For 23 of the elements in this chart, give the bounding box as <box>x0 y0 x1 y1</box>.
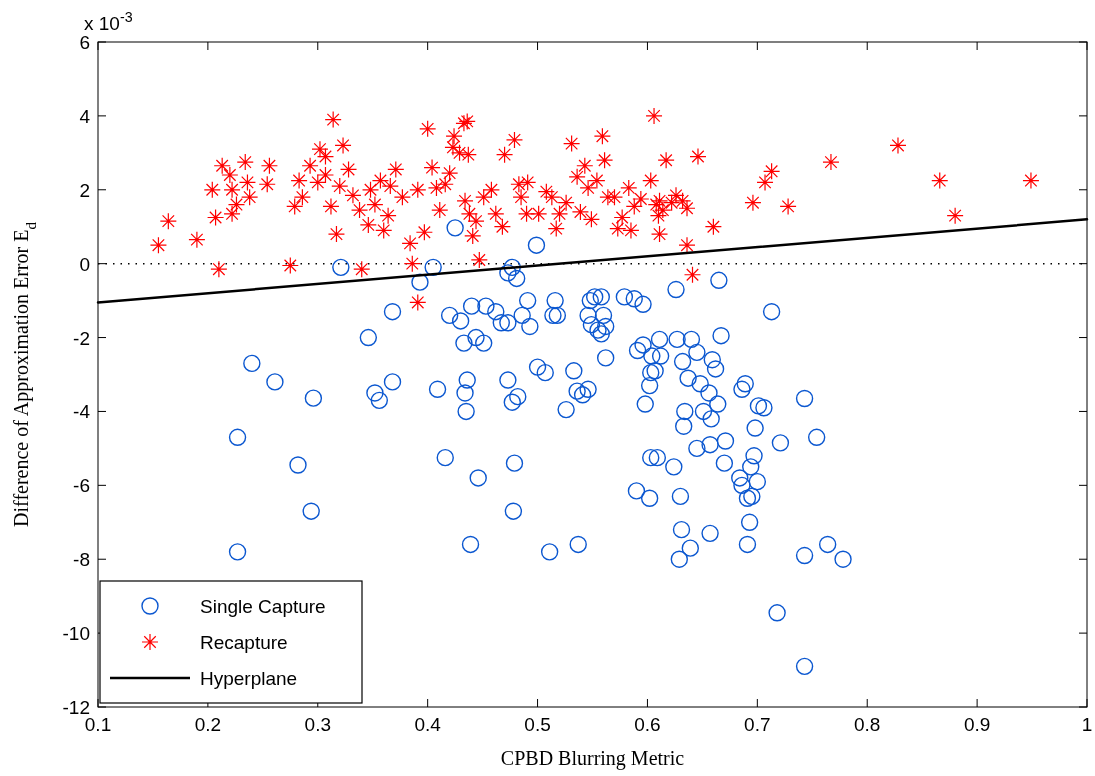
y-tick-label: 0 <box>79 253 90 275</box>
x-tick-label: 0.2 <box>194 714 222 735</box>
x-tick-label: 0.4 <box>414 714 442 735</box>
y-tick-label: -10 <box>62 623 90 645</box>
x-tick-label: 0.3 <box>304 714 331 735</box>
x-tick-label: 1 <box>1081 714 1093 735</box>
text: x 10$^{-3}$ <box>84 9 133 34</box>
y-tick-label: -2 <box>73 327 90 349</box>
legend-label: Single Capture <box>200 596 326 617</box>
y-tick-label: 4 <box>79 105 91 127</box>
legend-label: Hyperplane <box>200 668 298 689</box>
x-tick-label: 0.9 <box>963 714 991 735</box>
x-tick-label: 0.5 <box>524 714 551 735</box>
x-axis-title: CPBD Blurring Metric <box>500 747 685 770</box>
y-tick-label: -8 <box>73 549 90 571</box>
x-tick-label: 0.6 <box>634 714 661 735</box>
y-tick-label: 6 <box>79 32 90 53</box>
y-tick-label: -6 <box>73 475 90 497</box>
legend-label: Recapture <box>200 632 288 653</box>
x-tick-label: 0.8 <box>854 714 881 735</box>
y-tick-label: 2 <box>79 179 90 201</box>
y-tick-label: -4 <box>73 401 91 423</box>
x-tick-label: 0.7 <box>744 714 771 735</box>
